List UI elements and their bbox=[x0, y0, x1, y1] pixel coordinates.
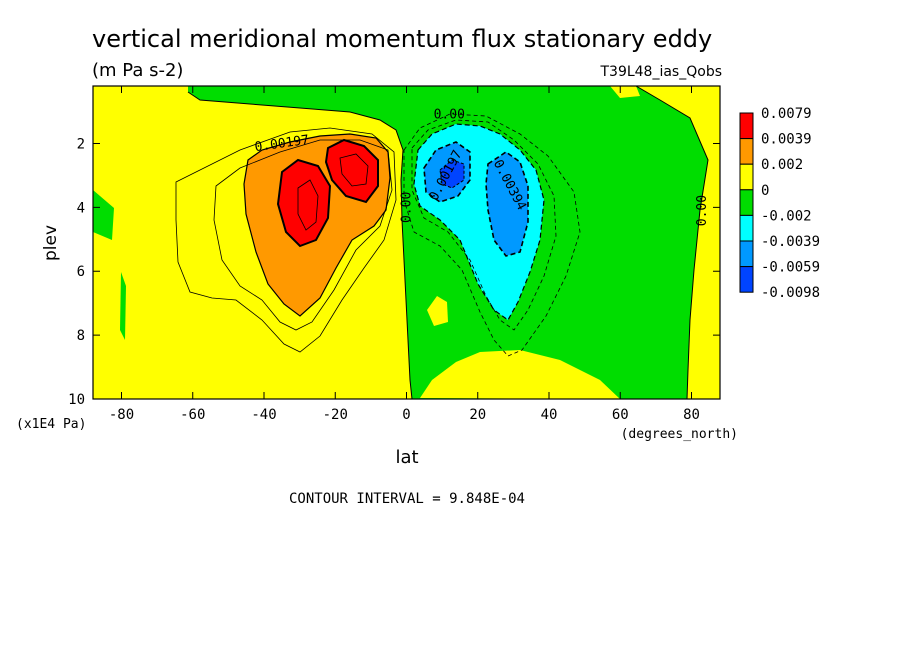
contour-zero-sh-top bbox=[187, 91, 413, 399]
x-tick-label: -20 bbox=[323, 407, 348, 423]
legend-swatch bbox=[739, 112, 754, 140]
y-axis-units: (x1E4 Pa) bbox=[16, 417, 86, 432]
contour-blue-left-edge bbox=[423, 141, 471, 203]
region-yellow-patch-a bbox=[427, 296, 448, 326]
contour-label: 0.00 bbox=[434, 108, 465, 123]
region-yellow-patch-b bbox=[420, 350, 620, 399]
contour-pos-thin-outer bbox=[175, 127, 397, 353]
x-tick-label: -60 bbox=[180, 407, 205, 423]
y-tick-label: 4 bbox=[77, 200, 85, 216]
contour-orange-edge bbox=[243, 133, 391, 317]
contour-red-inner-b bbox=[339, 153, 369, 187]
region-green-main bbox=[188, 86, 708, 399]
contour-cyan-edge bbox=[413, 123, 545, 321]
contour-neg-dashed-outer bbox=[403, 113, 581, 357]
x-axis: -80 -60 -40 -20 0 20 40 60 80 bbox=[109, 86, 700, 423]
contour-label: 0.00 bbox=[695, 195, 710, 226]
x-tick-label: 0 bbox=[402, 407, 410, 423]
x-tick-label: 80 bbox=[683, 407, 700, 423]
legend-level-label: -0.0039 bbox=[761, 234, 820, 250]
contour-blue-core-edge bbox=[439, 159, 465, 189]
legend-level-label: -0.0059 bbox=[761, 260, 820, 276]
x-tick-label: 20 bbox=[469, 407, 486, 423]
legend-level-label: -0.002 bbox=[761, 208, 812, 224]
chart-title: vertical meridional momentum flux statio… bbox=[92, 25, 712, 53]
units-label: (m Pa s-2) bbox=[92, 60, 183, 81]
x-tick-label: -40 bbox=[251, 407, 276, 423]
y-axis: 2 4 6 8 10 bbox=[68, 136, 720, 408]
region-darkblue-core bbox=[440, 160, 464, 188]
contour-pos-thin-inner bbox=[213, 139, 393, 331]
x-tick-label: -80 bbox=[109, 407, 134, 423]
contour-interval-footer: CONTOUR INTERVAL = 9.848E-04 bbox=[289, 491, 525, 507]
region-red-left bbox=[278, 160, 330, 246]
run-label: T39L48_ias_Qobs bbox=[599, 64, 722, 80]
legend-swatch bbox=[739, 163, 754, 191]
legend-swatch bbox=[739, 189, 754, 216]
y-axis-label: plev bbox=[41, 225, 61, 261]
contour-neg-dashed-mid bbox=[411, 119, 557, 331]
legend-level-label: 0 bbox=[761, 183, 769, 199]
contour-red-left-edge bbox=[276, 158, 332, 248]
legend-level-label: 0.002 bbox=[761, 157, 803, 173]
x-tick-label: 60 bbox=[612, 407, 629, 423]
contour-lines bbox=[175, 86, 709, 399]
region-blue-right bbox=[486, 152, 528, 256]
contour-blue-right-edge bbox=[485, 151, 529, 257]
contour-red-inner-a bbox=[297, 179, 319, 231]
legend-swatch bbox=[739, 240, 754, 268]
y-tick-label: 8 bbox=[77, 328, 85, 344]
legend: 0.0079 0.0039 0.002 0 -0.002 -0.0039 -0.0059 -0… bbox=[739, 106, 820, 301]
region-yellow-notch bbox=[610, 86, 640, 98]
legend-level-label: 0.0079 bbox=[761, 106, 812, 122]
legend-level-label: -0.0098 bbox=[761, 285, 820, 301]
x-tick-label: 40 bbox=[541, 407, 558, 423]
contour-label: 0.00 bbox=[400, 192, 415, 223]
y-tick-label: 10 bbox=[68, 392, 85, 408]
legend-swatch bbox=[739, 138, 754, 165]
legend-level-label: 0.0039 bbox=[761, 132, 812, 148]
contour-zero-nh-right bbox=[635, 86, 709, 399]
legend-swatch bbox=[739, 266, 754, 293]
legend-swatch bbox=[739, 214, 754, 242]
x-axis-label: lat bbox=[395, 447, 418, 468]
region-green-sh-edge bbox=[93, 190, 114, 240]
y-tick-label: 6 bbox=[77, 264, 85, 280]
region-green-sh-strip bbox=[120, 272, 126, 340]
y-tick-label: 2 bbox=[77, 136, 85, 152]
contour-red-right-edge bbox=[324, 138, 379, 204]
x-axis-units: (degrees_north) bbox=[621, 427, 738, 442]
